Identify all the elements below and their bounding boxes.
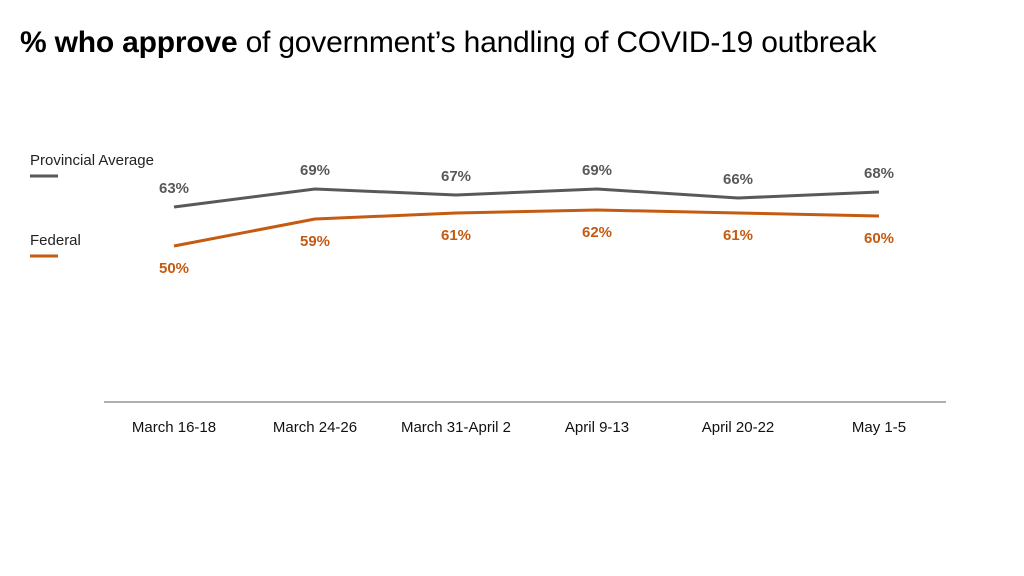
x-tick-label: March 24-26 [273,419,357,436]
chart-title: % who approve of government’s handling o… [20,26,877,60]
legend: Provincial Average Federal [30,152,154,258]
data-label-federal: 60% [864,230,894,247]
x-tick-label: March 16-18 [132,419,216,436]
data-label-provincial: 63% [159,180,189,197]
data-label-provincial: 68% [864,165,894,182]
x-tick-label: April 9-13 [565,419,629,436]
x-tick-label: March 31-April 2 [401,419,511,436]
legend-label-provincial: Provincial Average [30,152,154,169]
x-tick-label: April 20-22 [702,419,775,436]
data-label-provincial: 69% [582,162,612,179]
data-label-federal: 61% [441,227,471,244]
data-label-federal: 50% [159,260,189,277]
series-layer: 63% 69% 67% 69% 66% 68% 50% 59% 61% 62% 61% 60% [159,162,894,277]
chart-title-rest: of government’s handling of COVID-19 out… [237,26,877,59]
series-line-federal [173,208,880,248]
data-label-provincial: 69% [300,162,330,179]
data-label-federal: 62% [582,224,612,241]
data-label-federal: 61% [723,227,753,244]
chart-title-bold: % who approve [20,26,238,59]
data-label-federal: 59% [300,233,330,250]
data-label-provincial: 66% [723,171,753,188]
x-tick-label: May 1-5 [852,419,906,436]
series-line-provincial [173,187,880,209]
x-tick-labels: March 16-18 March 24-26 March 31-April 2 Ap… [132,419,906,436]
legend-label-federal: Federal [30,232,81,249]
data-label-provincial: 67% [441,168,471,185]
